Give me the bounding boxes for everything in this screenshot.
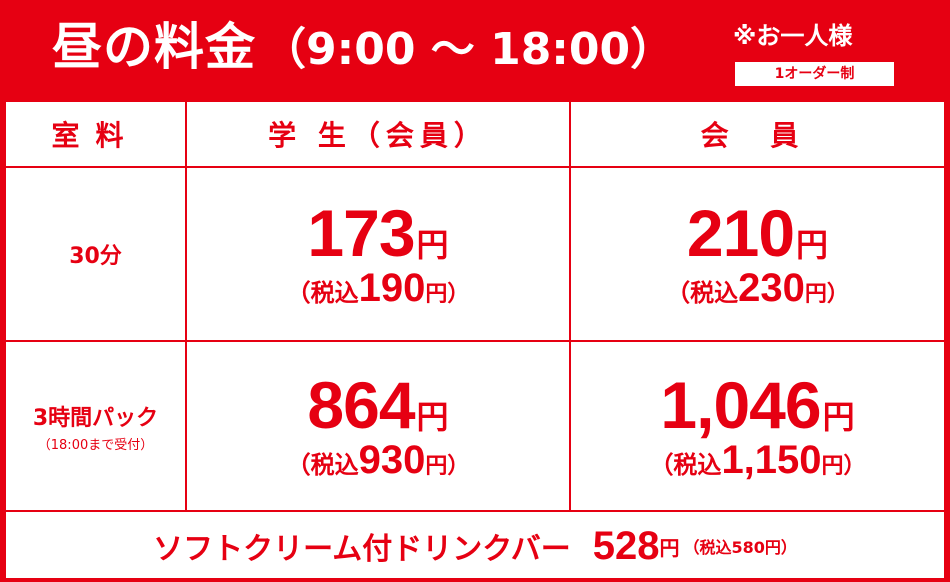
drink-bar-price: 528 bbox=[592, 523, 660, 568]
price-value: 1,046 bbox=[660, 368, 821, 442]
column-header-student: 学 生（会員） bbox=[268, 119, 488, 152]
drink-bar-yen: 円 bbox=[659, 535, 680, 560]
price-cell-student-3hour: 864円 （税込930円） bbox=[187, 342, 569, 510]
tax-suffix: 円） bbox=[804, 282, 849, 307]
tax-suffix: 円） bbox=[425, 454, 470, 479]
row-sublabel-reception: （18:00まで受付） bbox=[37, 437, 154, 453]
header-cell-student: 学 生（会員） bbox=[187, 102, 569, 166]
tax-included-price: （税込230円） bbox=[666, 268, 849, 308]
page-title: 昼の料金 （9:00 〜 18:00） bbox=[52, 12, 674, 85]
one-order-badge: 1オーダー制 bbox=[735, 62, 894, 86]
header: 昼の料金 （9:00 〜 18:00） ※お一人様 1オーダー制 bbox=[0, 0, 950, 100]
price-value: 864 bbox=[307, 368, 415, 442]
yen-unit: 円 bbox=[416, 398, 449, 436]
tax-price-value: 1,150 bbox=[721, 438, 822, 482]
tax-prefix: （税込 bbox=[649, 451, 722, 479]
price-value: 210 bbox=[686, 196, 795, 270]
column-header-room-fee: 室料 bbox=[51, 119, 140, 152]
price: 210円 bbox=[687, 200, 828, 266]
tax-included-price: （税込1,150円） bbox=[649, 440, 865, 480]
price-cell-member-3hour: 1,046円 （税込1,150円） bbox=[571, 342, 944, 510]
price: 1,046円 bbox=[660, 372, 854, 438]
column-divider bbox=[569, 102, 571, 510]
drink-bar-label: ソフトクリーム付ドリンクバー bbox=[153, 532, 571, 567]
price-cell-student-30min: 173円 （税込190円） bbox=[187, 168, 569, 340]
order-note: ※お一人様 bbox=[733, 22, 853, 50]
header-cell-member: 会 員 bbox=[571, 102, 944, 166]
price-value: 173 bbox=[307, 196, 415, 270]
tax-prefix: （税込 bbox=[286, 279, 359, 307]
row-divider bbox=[6, 340, 944, 342]
tax-prefix: （税込 bbox=[286, 451, 359, 479]
tax-included-price: （税込930円） bbox=[287, 440, 470, 480]
row-label-cell: 3時間パック （18:00まで受付） bbox=[6, 342, 185, 510]
header-cell-room-fee: 室料 bbox=[6, 102, 185, 166]
price-cell-member-30min: 210円 （税込230円） bbox=[571, 168, 944, 340]
tax-suffix: 円） bbox=[821, 454, 866, 479]
row-label-3hour-pack: 3時間パック bbox=[32, 405, 159, 431]
tax-price-value: 230 bbox=[738, 266, 805, 310]
price: 864円 bbox=[307, 372, 448, 438]
price-table: 室料 学 生（会員） 会 員 30分 173円 （税込190円） 210円 （税… bbox=[6, 102, 944, 578]
tax-price-value: 190 bbox=[358, 266, 426, 310]
yen-unit: 円 bbox=[796, 226, 829, 264]
row-label-cell: 30分 bbox=[6, 168, 185, 340]
yen-unit: 円 bbox=[416, 226, 449, 264]
drink-bar-tax: （税込580円） bbox=[683, 538, 797, 557]
tax-price-value: 930 bbox=[358, 438, 426, 482]
title-text: 昼の料金 bbox=[52, 18, 256, 76]
tax-included-price: （税込190円） bbox=[287, 268, 470, 308]
row-label-30min: 30分 bbox=[69, 244, 122, 269]
business-hours: （9:00 〜 18:00） bbox=[262, 24, 675, 75]
tax-prefix: （税込 bbox=[666, 279, 739, 307]
column-divider bbox=[185, 102, 187, 510]
row-divider bbox=[6, 510, 944, 512]
tax-suffix: 円） bbox=[425, 282, 470, 307]
column-header-member: 会 員 bbox=[700, 119, 815, 152]
row-divider bbox=[6, 166, 944, 168]
price: 173円 bbox=[307, 200, 448, 266]
drink-bar-row: ソフトクリーム付ドリンクバー 528 円 （税込580円） bbox=[6, 514, 944, 578]
yen-unit: 円 bbox=[822, 398, 855, 436]
